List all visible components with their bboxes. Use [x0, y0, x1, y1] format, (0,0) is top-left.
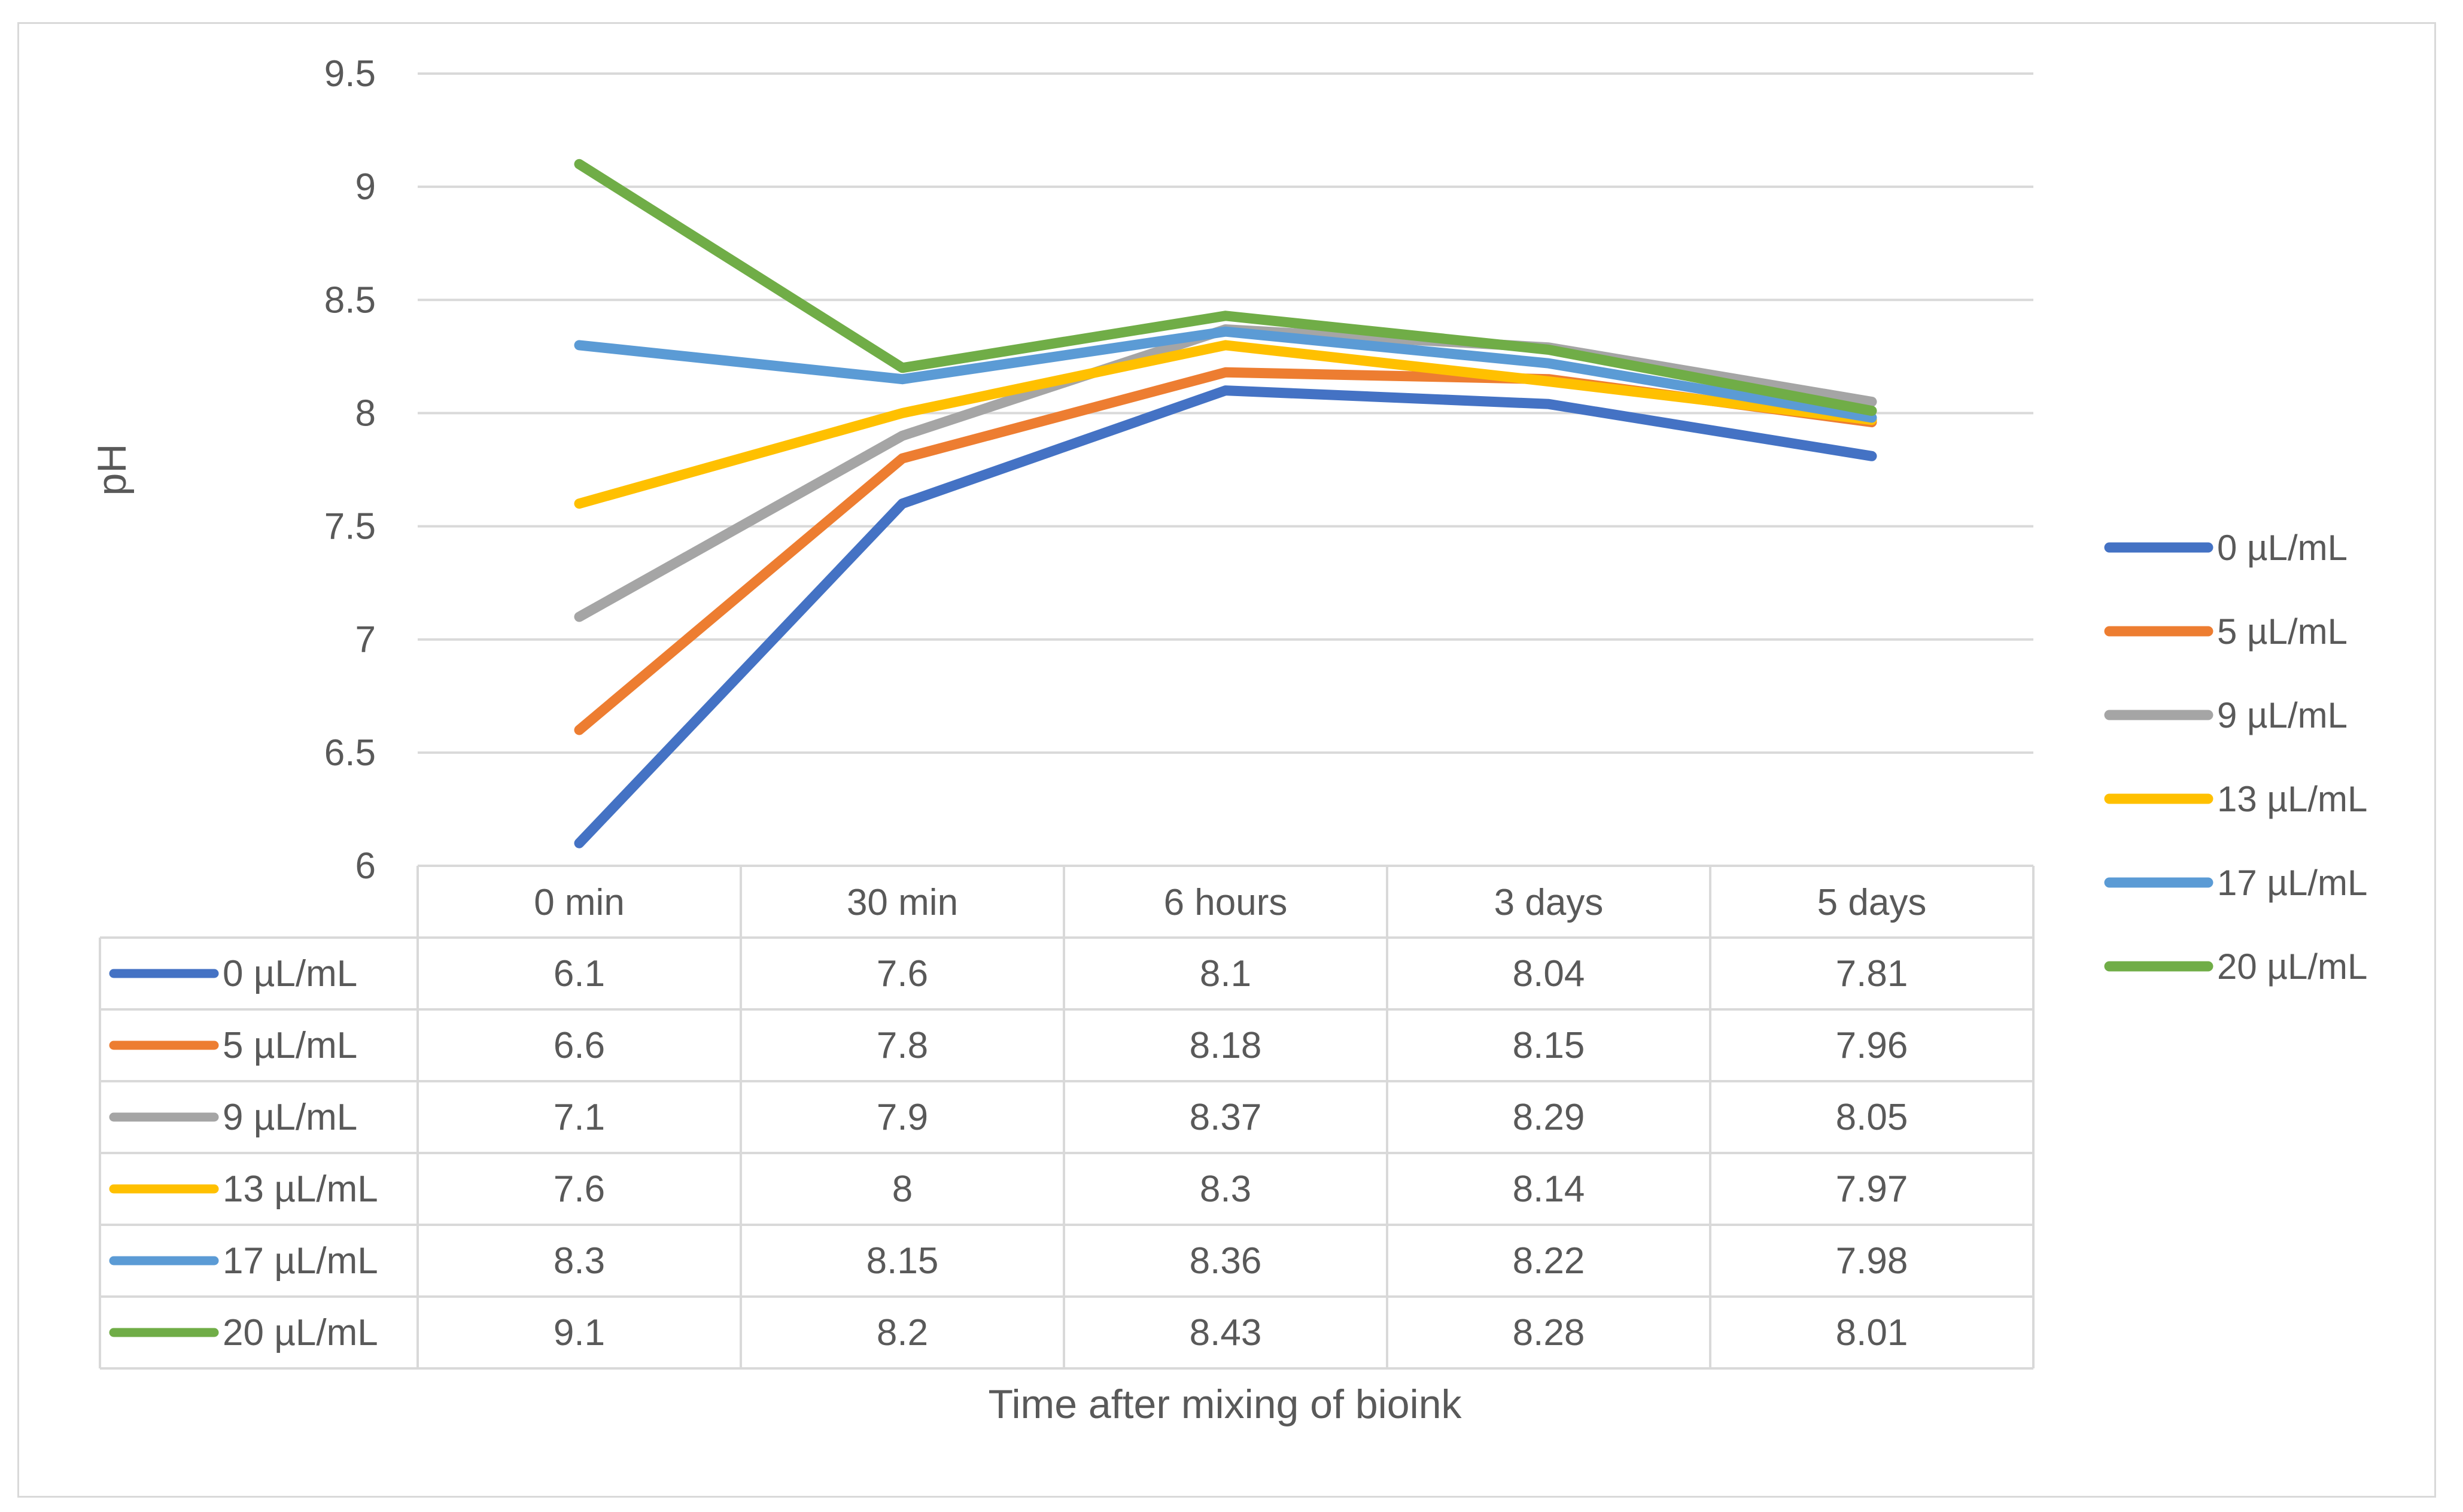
y-tick-label: 7: [355, 619, 376, 661]
table-row-label: 17 µL/mL: [223, 1240, 378, 1282]
table-cell: 8.36: [1190, 1240, 1262, 1282]
table-cell: 6.6: [554, 1025, 605, 1066]
table-cell: 7.98: [1836, 1240, 1908, 1282]
x-tick-label: 0 min: [534, 882, 625, 923]
y-tick-label: 9.5: [324, 53, 376, 95]
table-row-label: 0 µL/mL: [223, 953, 357, 994]
table-cell: 8.04: [1513, 953, 1585, 994]
table-cell: 7.6: [554, 1169, 605, 1210]
legend: 0 µL/mL 5 µL/mL 9 µL/mL 13 µL/mL 17 µL/mL 20 …: [2104, 528, 2367, 987]
table-cell: 8.29: [1513, 1097, 1585, 1138]
y-tick-label: 6.5: [324, 732, 376, 774]
series-line: [574, 340, 1877, 509]
table-cell: 8.15: [866, 1240, 939, 1282]
legend-entry: 20 µL/mL: [2217, 947, 2367, 987]
table-cell: 8.37: [1190, 1097, 1262, 1138]
x-axis-title: Time after mixing of bioink: [988, 1382, 1462, 1427]
table-cell: 8.1: [1200, 953, 1251, 994]
series-lines: [574, 159, 1877, 848]
table-cell: 8.3: [554, 1240, 605, 1282]
table-cell: 7.9: [877, 1097, 928, 1138]
series-line: [574, 385, 1877, 848]
legend-entry: 9 µL/mL: [2217, 695, 2348, 735]
y-tick-label: 9: [355, 166, 376, 208]
y-tick-label: 8: [355, 393, 376, 434]
table-row-label: 13 µL/mL: [223, 1169, 378, 1210]
legend-entry: 0 µL/mL: [2217, 528, 2348, 568]
y-tick-label: 8.5: [324, 279, 376, 321]
y-axis-title: pH: [89, 444, 135, 496]
legend-entry: 13 µL/mL: [2217, 779, 2367, 819]
y-axis-ticks: 6 6.5 7 7.5 8 8.5 9 9.5: [324, 53, 376, 887]
x-tick-label: 3 days: [1494, 882, 1604, 923]
table-cell: 8.15: [1513, 1025, 1585, 1066]
table-cell: 8.14: [1513, 1169, 1585, 1210]
table-cell: 8.18: [1190, 1025, 1262, 1066]
table-row-label: 5 µL/mL: [223, 1025, 357, 1066]
table-cell: 8.3: [1200, 1169, 1251, 1210]
table-cell: 8.01: [1836, 1312, 1908, 1353]
y-tick-label: 6: [355, 845, 376, 887]
x-tick-label: 6 hours: [1164, 882, 1288, 923]
table-cell: 7.81: [1836, 953, 1908, 994]
chart-frame: [17, 22, 2436, 1498]
table-cell: 8.2: [877, 1312, 928, 1353]
table-cell: 7.6: [877, 953, 928, 994]
table-row-label: 20 µL/mL: [223, 1312, 378, 1353]
table-cell: 7.8: [877, 1025, 928, 1066]
table-cell: 8: [892, 1169, 913, 1210]
legend-entry: 5 µL/mL: [2217, 612, 2348, 652]
table-cell: 8.22: [1513, 1240, 1585, 1282]
series-line: [574, 326, 1877, 423]
table-cell: 9.1: [554, 1312, 605, 1353]
table-cell: 6.1: [554, 953, 605, 994]
gridlines: [418, 72, 2033, 867]
x-tick-label: 30 min: [847, 882, 958, 923]
series-line: [574, 159, 1877, 416]
table-cell: 7.96: [1836, 1025, 1908, 1066]
table-cell: 7.1: [554, 1097, 605, 1138]
table-row-label: 9 µL/mL: [223, 1097, 357, 1138]
x-tick-label: 5 days: [1817, 882, 1927, 923]
table-cell: 7.97: [1836, 1169, 1908, 1210]
data-table: 0 min 30 min 6 hours 3 days 5 days 0 µL/mL 6.1…: [99, 866, 2035, 1370]
table-cell: 8.05: [1836, 1097, 1908, 1138]
table-cell: 8.28: [1513, 1312, 1585, 1353]
table-cell: 8.43: [1190, 1312, 1262, 1353]
legend-entry: 17 µL/mL: [2217, 863, 2367, 903]
y-tick-label: 7.5: [324, 506, 376, 547]
